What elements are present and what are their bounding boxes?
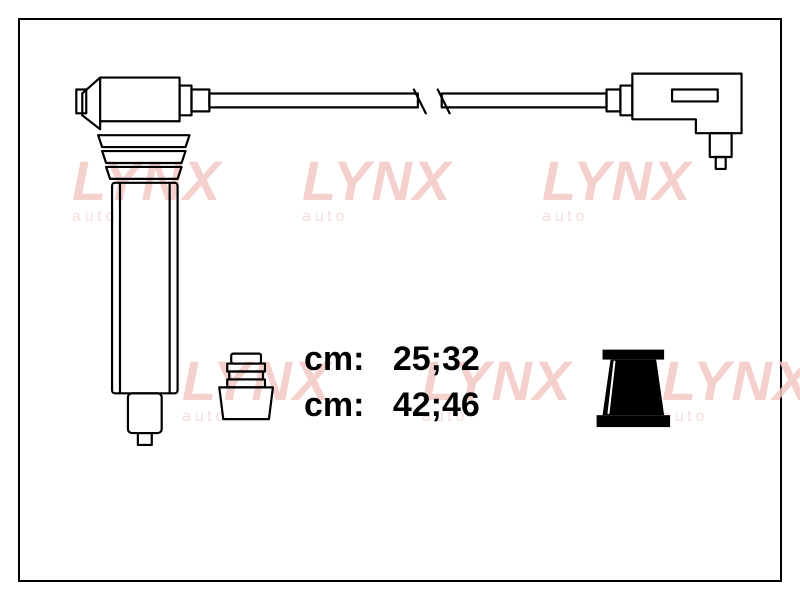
measurement-row-2: cm: 42;46 — [304, 386, 480, 425]
measure-values: 42;46 — [393, 386, 480, 424]
right-boot-icon — [597, 350, 670, 427]
ignition-lead-diagram — [20, 20, 780, 580]
diagram-frame: LYNX auto LYNX auto LYNX auto LYNX auto … — [18, 18, 782, 582]
right-connector — [607, 74, 742, 169]
measure-values: 25;32 — [393, 340, 480, 378]
small-boot-icon — [219, 354, 273, 420]
measure-prefix: cm: — [304, 340, 364, 378]
measurement-row-1: cm: 25;32 — [304, 340, 480, 379]
cable — [209, 90, 606, 114]
left-connector — [76, 78, 209, 445]
measure-prefix: cm: — [304, 386, 364, 424]
